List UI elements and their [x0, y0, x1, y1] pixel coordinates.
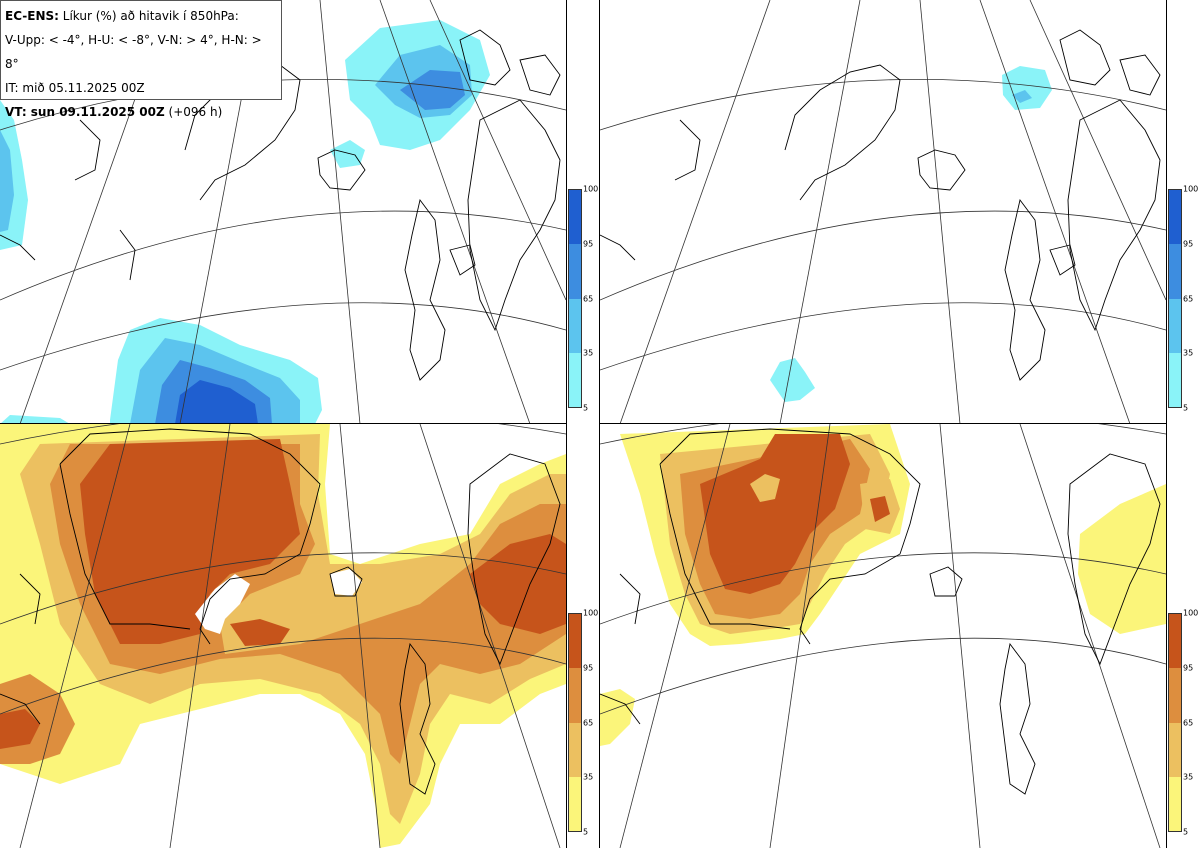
graticule-lower-left	[0, 424, 566, 848]
colorbar-segment	[1169, 190, 1181, 245]
colorbar-tick: 100	[1183, 184, 1199, 194]
colorbar-tick: 35	[583, 348, 594, 358]
info-line-valid-time: VT: sun 09.11.2025 00Z (+096 h)	[5, 100, 277, 124]
colorbar-tick: 65	[583, 294, 594, 303]
panel-divider-v2	[599, 0, 600, 848]
colorbar-segment	[569, 776, 581, 831]
graticule-upper-right	[600, 0, 1166, 424]
info-line-thresholds: V-Upp: < -4°, H-U: < -8°, V-N: > 4°, H-N…	[5, 33, 262, 71]
colorbar-segment	[569, 352, 581, 407]
colorbar-tick: 65	[583, 718, 594, 727]
colorbar-tick: 65	[1183, 718, 1194, 727]
probability-field-warm-strong	[600, 424, 1166, 746]
colorbar-tick: 95	[583, 663, 594, 673]
colorbar-segment	[569, 298, 581, 353]
colorbar-segment	[1169, 776, 1181, 831]
info-lead-time: (+096 h)	[168, 105, 223, 119]
coastline-upper-right	[600, 29, 1161, 381]
map-lower-left	[0, 424, 566, 848]
colorbar-tick: 100	[583, 608, 599, 618]
probability-field-cold	[0, 20, 490, 424]
colorbar-cold-left	[568, 189, 582, 408]
info-line-title: EC-ENS: Líkur (%) að hitavik í 850hPa:	[5, 4, 277, 28]
info-line-initial-time: IT: mið 05.11.2025 00Z	[5, 81, 145, 95]
colorbar-segment	[569, 722, 581, 777]
colorbar-tick: 100	[583, 184, 599, 194]
info-model-label: EC-ENS:	[5, 9, 59, 23]
coastline-lower-left	[0, 428, 561, 795]
colorbar-segment	[569, 244, 581, 299]
forecast-info-box: EC-ENS: Líkur (%) að hitavik í 850hPa: V…	[0, 0, 282, 119]
panel-divider-v1	[566, 0, 567, 848]
panel-divider-h-left	[0, 423, 566, 424]
colorbar-tick: 35	[583, 772, 594, 782]
colorbar-tick: 65	[1183, 294, 1194, 303]
colorbar-tick: 95	[1183, 663, 1194, 673]
colorbar-segment	[1169, 722, 1181, 777]
map-panel-lower-left	[0, 424, 566, 848]
colorbar-segment	[1169, 614, 1181, 669]
info-title-text: Líkur (%) að hitavik í 850hPa:	[62, 9, 239, 23]
colorbar-tick: 5	[583, 403, 589, 413]
map-panel-upper-left: EC-ENS: Líkur (%) að hitavik í 850hPa: V…	[0, 0, 566, 424]
map-upper-right	[600, 0, 1166, 424]
map-panel-lower-right	[600, 424, 1166, 848]
coastline-lower-right	[600, 428, 1161, 795]
colorbar-segment	[569, 668, 581, 723]
map-lower-right	[600, 424, 1166, 848]
colorbar-cold-right	[1168, 189, 1182, 408]
info-valid-time-label: VT: sun 09.11.2025 00Z	[5, 105, 165, 119]
probability-field-warm	[0, 424, 566, 848]
colorbar-segment	[1169, 352, 1181, 407]
colorbar-tick: 5	[1183, 827, 1189, 837]
colorbar-tick: 95	[583, 239, 594, 249]
colorbar-segment	[569, 190, 581, 245]
colorbar-segment	[1169, 298, 1181, 353]
map-upper-left	[0, 0, 566, 424]
panel-divider-v3	[1166, 0, 1167, 848]
graticule-lower-right	[600, 424, 1166, 848]
colorbar-tick: 100	[1183, 608, 1199, 618]
colorbar-segment	[1169, 668, 1181, 723]
colorbar-tick: 35	[1183, 348, 1194, 358]
panel-divider-h-right	[600, 423, 1166, 424]
colorbar-warm-right	[1168, 613, 1182, 832]
colorbar-segment	[569, 614, 581, 669]
map-panel-upper-right	[600, 0, 1166, 424]
colorbar-segment	[1169, 244, 1181, 299]
probability-field-cold-strong	[770, 66, 1052, 402]
colorbar-warm-left	[568, 613, 582, 832]
colorbar-tick: 5	[1183, 403, 1189, 413]
colorbar-tick: 35	[1183, 772, 1194, 782]
colorbar-tick: 5	[583, 827, 589, 837]
colorbar-tick: 95	[1183, 239, 1194, 249]
